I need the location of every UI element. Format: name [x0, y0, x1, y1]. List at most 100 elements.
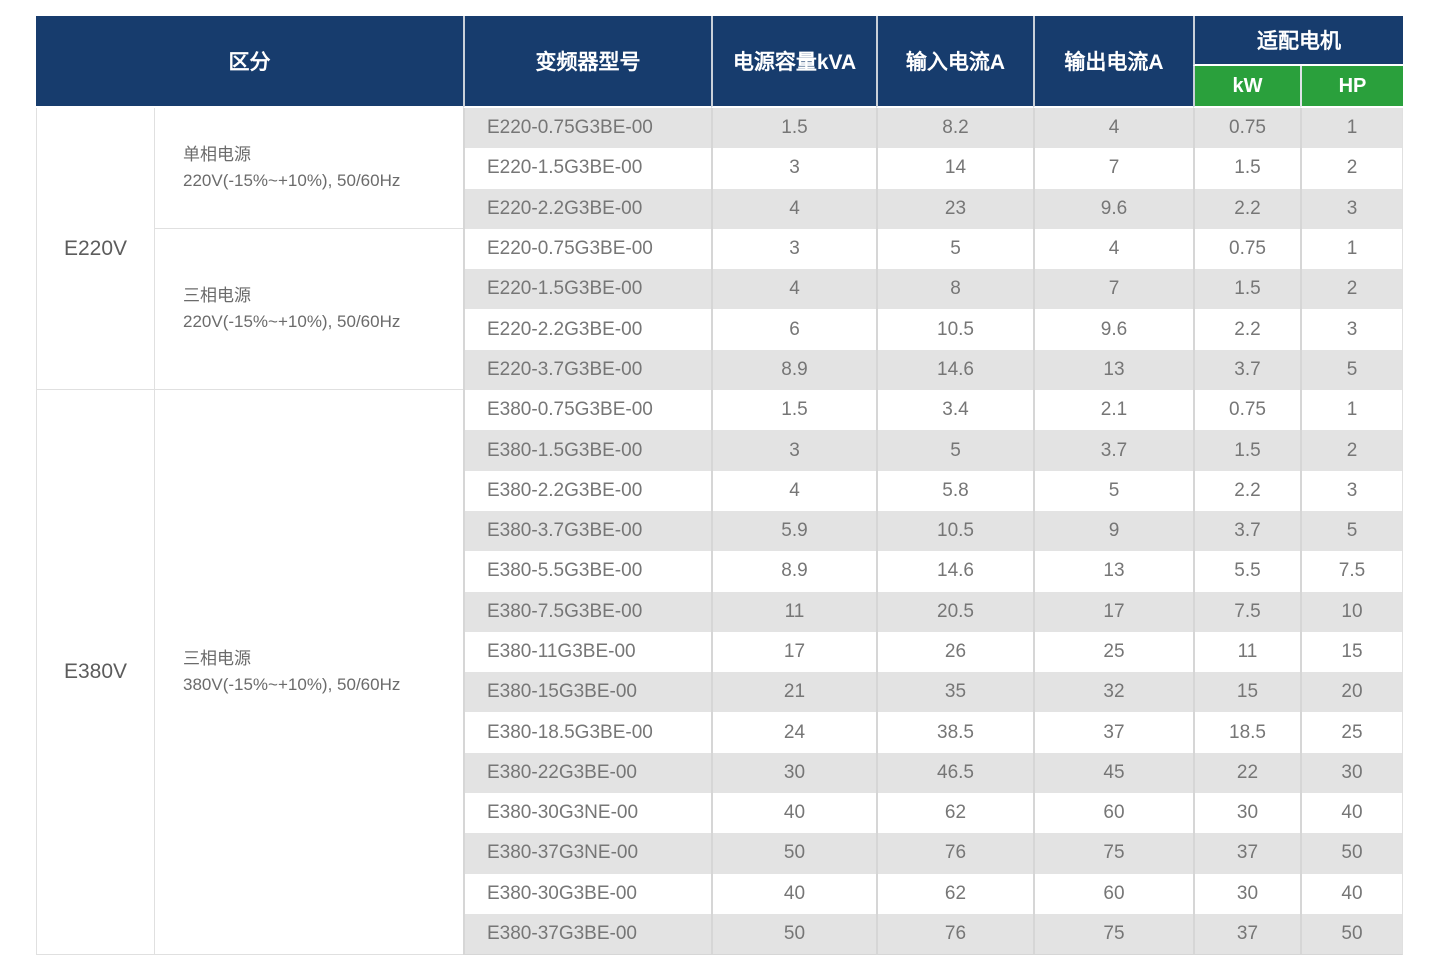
power-kva-cell: 50 [711, 913, 876, 956]
table-row: E380-30G3NE-00 40 62 60 30 40 [36, 793, 1403, 834]
table-row: E380-37G3NE-00 50 76 75 37 50 [36, 833, 1403, 874]
kw-cell: 1.5 [1193, 148, 1300, 189]
table-row: E220V 单相电源 220V(-15%~+10%), 50/60Hz E220-0.… [36, 108, 1403, 391]
input-current-cell: 5 [876, 430, 1033, 471]
input-current-cell: 14.6 [876, 551, 1033, 592]
power-kva-cell: 6 [711, 309, 876, 350]
kw-cell: 37 [1193, 833, 1300, 874]
input-current-cell: 10.5 [876, 510, 1033, 552]
power-kva-cell: 4 [711, 470, 876, 511]
phase-detail: 220V(-15%~+10%), 50/60Hz [183, 311, 401, 331]
table-row: E220-2.2G3BE-00 6 10.5 9.6 2.2 3 [36, 309, 1403, 350]
hp-cell: 40 [1300, 873, 1403, 914]
kw-cell: 0.75 [1193, 390, 1300, 431]
hp-cell: 10 [1300, 591, 1403, 632]
input-current-cell: 5.8 [876, 470, 1033, 511]
kw-cell: 0.75 [1193, 108, 1300, 149]
phase-source-cell: 单相电源 220V(-15%~+10%), 50/60Hz [155, 108, 463, 229]
table-row: E380-11G3BE-00 17 26 25 11 15 [36, 631, 1403, 673]
power-kva-cell: 4 [711, 188, 876, 229]
table-header: 区分 变频器型号 电源容量kVA 输入电流A 输出电流A 适配电机 kW HP [36, 16, 1403, 108]
output-current-cell: 9.6 [1033, 188, 1193, 229]
power-kva-cell: 40 [711, 793, 876, 834]
hp-cell: 3 [1300, 188, 1403, 229]
output-current-cell: 9.6 [1033, 309, 1193, 350]
input-current-cell: 20.5 [876, 591, 1033, 632]
input-current-cell: 10.5 [876, 309, 1033, 350]
power-kva-cell: 50 [711, 833, 876, 874]
phase-title: 单相电源 [183, 144, 251, 164]
input-current-cell: 8 [876, 269, 1033, 310]
output-current-cell: 25 [1033, 631, 1193, 673]
kw-cell: 22 [1193, 752, 1300, 794]
hp-cell: 5 [1300, 510, 1403, 552]
phase-source-cell: 三相电源 380V(-15%~+10%), 50/60Hz [155, 390, 463, 956]
model-cell: E220-0.75G3BE-00 [463, 228, 711, 270]
input-current-cell: 8.2 [876, 108, 1033, 149]
hp-cell: 40 [1300, 793, 1403, 834]
kw-cell: 30 [1193, 793, 1300, 834]
input-current-cell: 5 [876, 228, 1033, 270]
input-current-cell: 46.5 [876, 752, 1033, 794]
model-cell: E380-3.7G3BE-00 [463, 510, 711, 552]
power-kva-cell: 1.5 [711, 108, 876, 149]
hp-cell: 1 [1300, 108, 1403, 149]
power-kva-cell: 8.9 [711, 551, 876, 592]
input-current-cell: 3.4 [876, 390, 1033, 431]
model-cell: E380-0.75G3BE-00 [463, 390, 711, 431]
col-header-motor: 适配电机 [1193, 16, 1403, 66]
output-current-cell: 37 [1033, 712, 1193, 753]
kw-cell: 18.5 [1193, 712, 1300, 753]
input-current-cell: 62 [876, 793, 1033, 834]
power-kva-cell: 4 [711, 269, 876, 310]
table-row: E380-37G3BE-00 50 76 75 37 50 [36, 913, 1403, 956]
power-kva-cell: 8.9 [711, 349, 876, 391]
kw-cell: 2.2 [1193, 309, 1300, 350]
output-current-cell: 7 [1033, 269, 1193, 310]
table-row: E380-22G3BE-00 30 46.5 45 22 30 [36, 752, 1403, 794]
kw-cell: 15 [1193, 672, 1300, 713]
hp-cell: 30 [1300, 752, 1403, 794]
output-current-cell: 13 [1033, 349, 1193, 391]
voltage-group-cell: E380V [36, 390, 155, 956]
kw-cell: 30 [1193, 873, 1300, 914]
table-row: E380-30G3BE-00 40 62 60 30 40 [36, 873, 1403, 914]
hp-cell: 5 [1300, 349, 1403, 391]
power-kva-cell: 40 [711, 873, 876, 914]
col-header-model: 变频器型号 [463, 16, 711, 108]
hp-cell: 50 [1300, 833, 1403, 874]
kw-cell: 5.5 [1193, 551, 1300, 592]
model-cell: E380-37G3BE-00 [463, 913, 711, 956]
kw-cell: 2.2 [1193, 470, 1300, 511]
kw-cell: 0.75 [1193, 228, 1300, 270]
hp-cell: 3 [1300, 470, 1403, 511]
output-current-cell: 9 [1033, 510, 1193, 552]
table-row: E220-1.5G3BE-00 4 8 7 1.5 2 [36, 269, 1403, 310]
hp-cell: 3 [1300, 309, 1403, 350]
output-current-cell: 60 [1033, 793, 1193, 834]
table-row: E220-1.5G3BE-00 3 14 7 1.5 2 [36, 148, 1403, 189]
model-cell: E380-1.5G3BE-00 [463, 430, 711, 471]
input-current-cell: 38.5 [876, 712, 1033, 753]
input-current-cell: 76 [876, 833, 1033, 874]
output-current-cell: 75 [1033, 913, 1193, 956]
hp-cell: 1 [1300, 390, 1403, 431]
model-cell: E220-0.75G3BE-00 [463, 108, 711, 149]
hp-cell: 20 [1300, 672, 1403, 713]
output-current-cell: 3.7 [1033, 430, 1193, 471]
col-header-kw: kW [1193, 66, 1300, 108]
output-current-cell: 32 [1033, 672, 1193, 713]
kw-cell: 3.7 [1193, 349, 1300, 391]
input-current-cell: 62 [876, 873, 1033, 914]
input-current-cell: 26 [876, 631, 1033, 673]
output-current-cell: 60 [1033, 873, 1193, 914]
model-cell: E380-22G3BE-00 [463, 752, 711, 794]
output-current-cell: 5 [1033, 470, 1193, 511]
input-current-cell: 14 [876, 148, 1033, 189]
col-header-output-current: 输出电流A [1033, 16, 1193, 108]
table-row: E380V 三相电源 380V(-15%~+10%), 50/60Hz E380-0.… [36, 390, 1403, 956]
model-cell: E220-1.5G3BE-00 [463, 269, 711, 310]
power-kva-cell: 17 [711, 631, 876, 673]
model-cell: E380-37G3NE-00 [463, 833, 711, 874]
